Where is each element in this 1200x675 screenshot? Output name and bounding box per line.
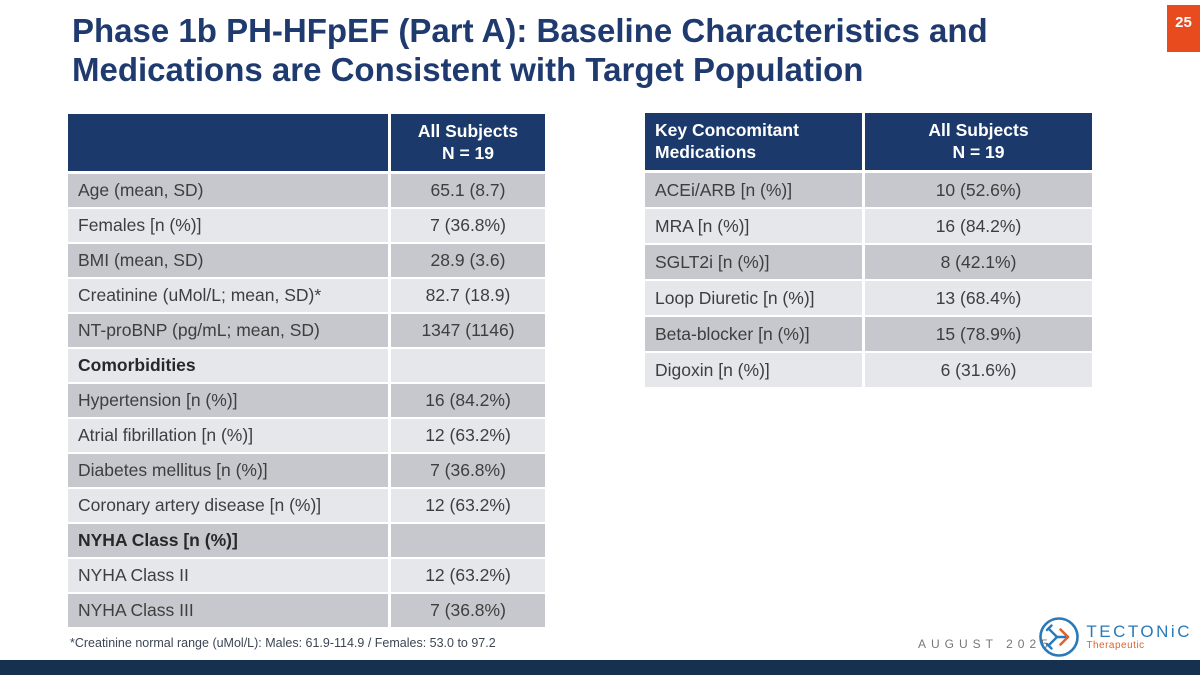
table-row: NYHA Class III 7 (36.8%) bbox=[68, 594, 545, 627]
header-value-cell: All Subjects N = 19 bbox=[865, 113, 1092, 170]
row-label: Coronary artery disease [n (%)] bbox=[68, 489, 388, 522]
tectonic-logo: TECTONiC Therapeutic bbox=[1038, 616, 1192, 658]
row-label: Digoxin [n (%)] bbox=[645, 353, 862, 387]
table-row: ACEi/ARB [n (%)] 10 (52.6%) bbox=[645, 173, 1092, 207]
table-row: NYHA Class II 12 (63.2%) bbox=[68, 559, 545, 592]
row-label: Females [n (%)] bbox=[68, 209, 388, 242]
table-row: Atrial fibrillation [n (%)] 12 (63.2%) bbox=[68, 419, 545, 452]
table-header-row: All Subjects N = 19 bbox=[68, 114, 545, 171]
row-value: 16 (84.2%) bbox=[391, 384, 545, 417]
row-label: Loop Diuretic [n (%)] bbox=[645, 281, 862, 315]
row-label: SGLT2i [n (%)] bbox=[645, 245, 862, 279]
table-row: Coronary artery disease [n (%)] 12 (63.2… bbox=[68, 489, 545, 522]
row-value: 7 (36.8%) bbox=[391, 209, 545, 242]
creatinine-footnote: *Creatinine normal range (uMol/L): Males… bbox=[70, 636, 496, 650]
table-row: SGLT2i [n (%)] 8 (42.1%) bbox=[645, 245, 1092, 279]
table-row: Age (mean, SD) 65.1 (8.7) bbox=[68, 174, 545, 207]
table-body: Age (mean, SD) 65.1 (8.7) Females [n (%)… bbox=[68, 174, 545, 627]
table-row: Loop Diuretic [n (%)] 13 (68.4%) bbox=[645, 281, 1092, 315]
table-header-row: Key Concomitant Medications All Subjects… bbox=[645, 113, 1092, 170]
row-value: 65.1 (8.7) bbox=[391, 174, 545, 207]
row-value: 8 (42.1%) bbox=[865, 245, 1092, 279]
row-label: Diabetes mellitus [n (%)] bbox=[68, 454, 388, 487]
logo-brand: TECTONiC bbox=[1086, 621, 1192, 641]
medications-table: Key Concomitant Medications All Subjects… bbox=[645, 113, 1092, 389]
row-label: Age (mean, SD) bbox=[68, 174, 388, 207]
row-value: 12 (63.2%) bbox=[391, 489, 545, 522]
baseline-characteristics-table: All Subjects N = 19 Age (mean, SD) 65.1 … bbox=[68, 114, 545, 629]
header-label-cell: Key Concomitant Medications bbox=[645, 113, 862, 170]
row-value: 15 (78.9%) bbox=[865, 317, 1092, 351]
header-label-cell bbox=[68, 114, 388, 171]
row-label: NYHA Class III bbox=[68, 594, 388, 627]
slide-number-badge: 25 bbox=[1167, 5, 1200, 52]
row-label: NYHA Class II bbox=[68, 559, 388, 592]
table-row: Beta-blocker [n (%)] 15 (78.9%) bbox=[645, 317, 1092, 351]
row-label: Creatinine (uMol/L; mean, SD)* bbox=[68, 279, 388, 312]
row-value: 82.7 (18.9) bbox=[391, 279, 545, 312]
table-row: Digoxin [n (%)] 6 (31.6%) bbox=[645, 353, 1092, 387]
logo-subtitle: Therapeutic bbox=[1086, 639, 1145, 651]
row-label: Atrial fibrillation [n (%)] bbox=[68, 419, 388, 452]
row-value: 7 (36.8%) bbox=[391, 594, 545, 627]
row-label: NYHA Class [n (%)] bbox=[68, 524, 388, 557]
row-label: Beta-blocker [n (%)] bbox=[645, 317, 862, 351]
row-label: MRA [n (%)] bbox=[645, 209, 862, 243]
row-value: 13 (68.4%) bbox=[865, 281, 1092, 315]
row-label: BMI (mean, SD) bbox=[68, 244, 388, 277]
table-row: NYHA Class [n (%)] bbox=[68, 524, 545, 557]
row-value: 12 (63.2%) bbox=[391, 419, 545, 452]
table-row: NT-proBNP (pg/mL; mean, SD) 1347 (1146) bbox=[68, 314, 545, 347]
bottom-accent-bar bbox=[0, 660, 1200, 675]
row-value bbox=[391, 349, 545, 382]
tectonic-logo-icon bbox=[1039, 617, 1080, 657]
row-value: 7 (36.8%) bbox=[391, 454, 545, 487]
table-row: Creatinine (uMol/L; mean, SD)* 82.7 (18.… bbox=[68, 279, 545, 312]
row-value: 12 (63.2%) bbox=[391, 559, 545, 592]
header-value-cell: All Subjects N = 19 bbox=[391, 114, 545, 171]
row-label: Hypertension [n (%)] bbox=[68, 384, 388, 417]
table-row: MRA [n (%)] 16 (84.2%) bbox=[645, 209, 1092, 243]
table-row: Females [n (%)] 7 (36.8%) bbox=[68, 209, 545, 242]
table-row: BMI (mean, SD) 28.9 (3.6) bbox=[68, 244, 545, 277]
row-value: 10 (52.6%) bbox=[865, 173, 1092, 207]
row-label: ACEi/ARB [n (%)] bbox=[645, 173, 862, 207]
table-body: ACEi/ARB [n (%)] 10 (52.6%) MRA [n (%)] … bbox=[645, 173, 1092, 387]
table-row: Diabetes mellitus [n (%)] 7 (36.8%) bbox=[68, 454, 545, 487]
row-value bbox=[391, 524, 545, 557]
row-value: 28.9 (3.6) bbox=[391, 244, 545, 277]
row-value: 16 (84.2%) bbox=[865, 209, 1092, 243]
table-row: Hypertension [n (%)] 16 (84.2%) bbox=[68, 384, 545, 417]
slide-number: 25 bbox=[1175, 14, 1192, 31]
row-label: Comorbidities bbox=[68, 349, 388, 382]
table-row: Comorbidities bbox=[68, 349, 545, 382]
row-value: 1347 (1146) bbox=[391, 314, 545, 347]
row-label: NT-proBNP (pg/mL; mean, SD) bbox=[68, 314, 388, 347]
slide-title: Phase 1b PH-HFpEF (Part A): Baseline Cha… bbox=[72, 12, 988, 88]
logo-text: TECTONiC Therapeutic bbox=[1086, 621, 1192, 651]
slide-date: AUGUST 2025 bbox=[918, 637, 1053, 651]
row-value: 6 (31.6%) bbox=[865, 353, 1092, 387]
